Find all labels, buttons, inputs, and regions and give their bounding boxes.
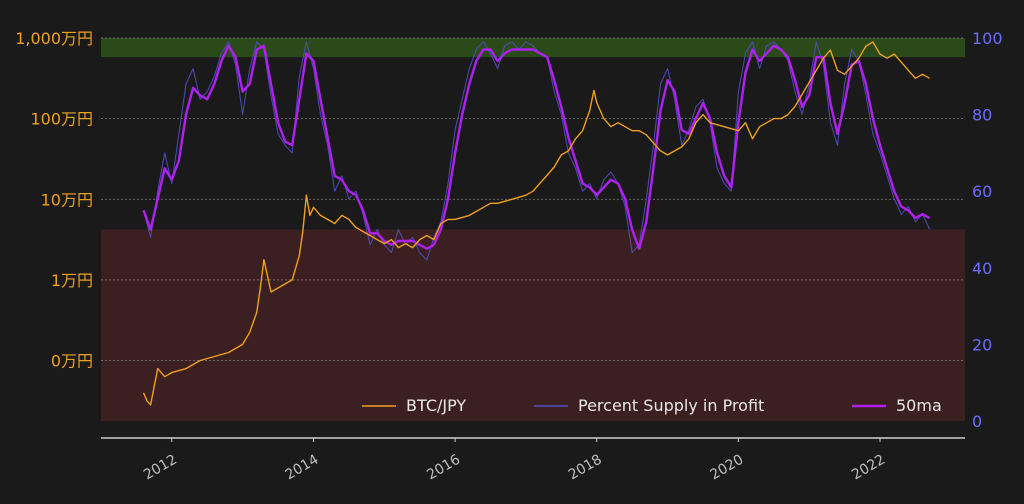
legend-label-1: Percent Supply in Profit: [578, 396, 764, 415]
series-line-50ma: [142, 44, 931, 250]
legend: BTC/JPY Percent Supply in Profit 50ma: [362, 396, 942, 415]
left-tick-label-1: 100万円: [30, 110, 93, 129]
threshold-bands: [101, 38, 965, 421]
legend-label-0: BTC/JPY: [406, 396, 466, 415]
left-tick-label-2: 10万円: [41, 190, 93, 209]
right-tick-label-3: 60: [972, 182, 992, 201]
right-tick-label-4: 80: [972, 106, 992, 125]
right-tick-label-2: 40: [972, 259, 992, 278]
left-tick-label-3: 1万円: [51, 271, 93, 290]
right-tick-label-5: 100: [972, 29, 1003, 48]
gridlines: [101, 37, 965, 361]
right-tick-label-1: 20: [972, 335, 992, 354]
left-tick-label-4: 0万円: [51, 352, 93, 371]
series-lines: [142, 41, 931, 406]
high-profit-band: [101, 38, 965, 58]
right-tick-label-0: 0: [972, 412, 982, 431]
low-profit-band: [101, 229, 965, 421]
left-tick-label-0: 1,000万円: [15, 29, 93, 48]
series-line-percent-supply-in-profit: [142, 41, 931, 261]
legend-label-2: 50ma: [896, 396, 942, 415]
series-line-btc-jpy: [142, 41, 930, 406]
